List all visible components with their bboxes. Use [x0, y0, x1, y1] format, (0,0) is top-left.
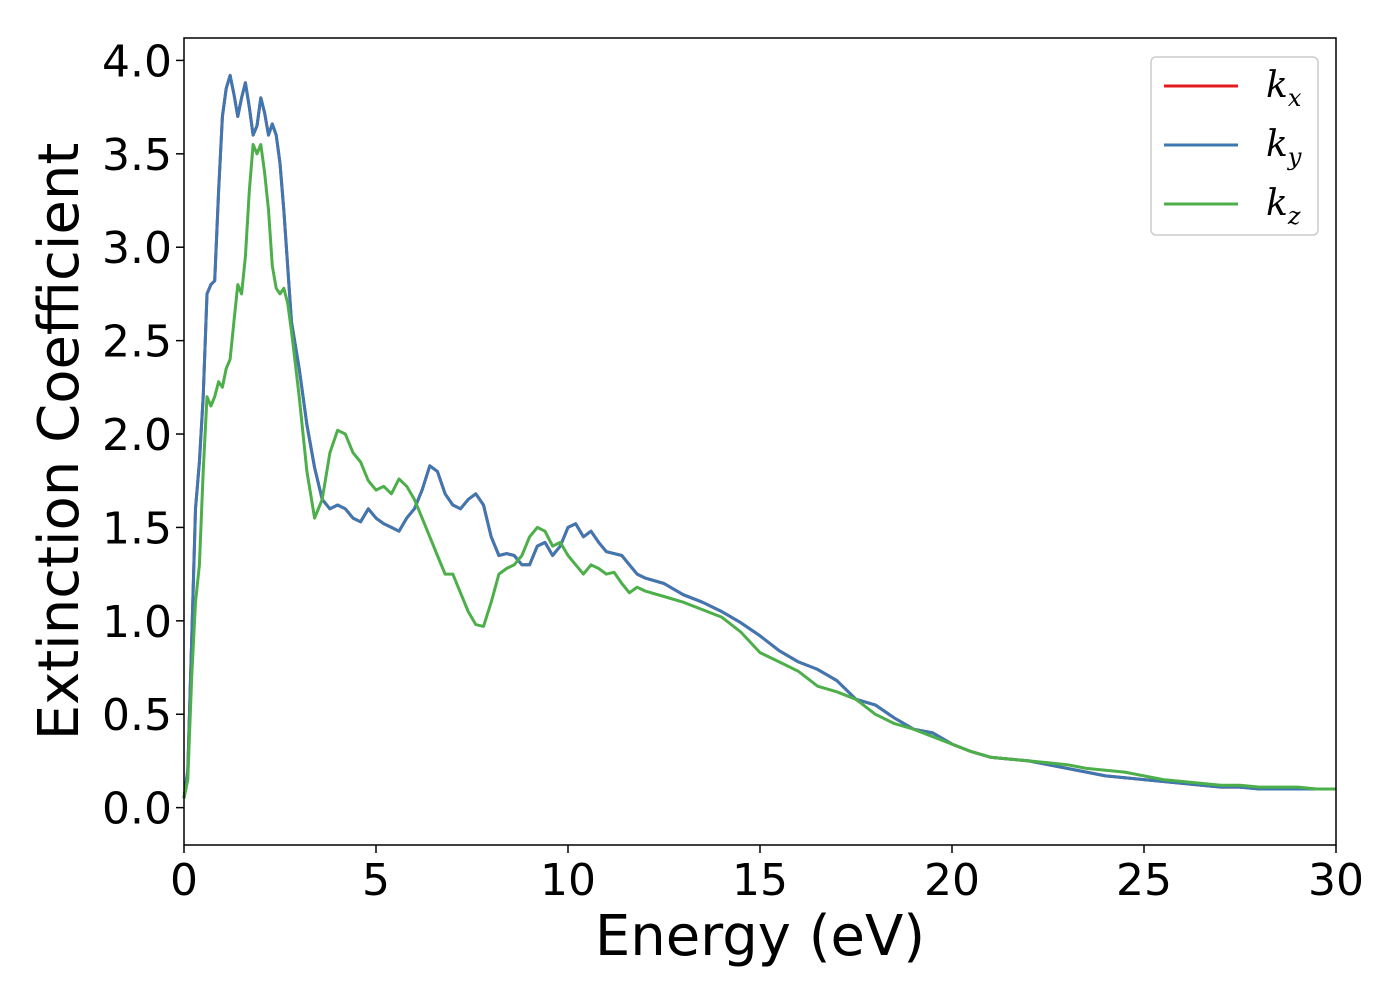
x-tick-label: 30: [1308, 855, 1364, 906]
legend-label: ky: [1266, 124, 1302, 171]
x-axis-title: Energy (eV): [595, 904, 925, 969]
y-tick-label: 2.0: [102, 410, 172, 461]
series-lines: [182, 73, 1336, 799]
x-tick-label: 25: [1116, 855, 1172, 906]
legend-label-main: k: [1266, 183, 1288, 224]
x-tick-label: 10: [540, 855, 596, 906]
y-tick-label: 0.5: [102, 690, 172, 741]
legend-item-kz: kz: [1164, 183, 1301, 230]
legend-label-subscript: z: [1287, 202, 1301, 230]
legend-label-main: k: [1266, 124, 1288, 165]
y-tick-label: 4.0: [102, 36, 172, 87]
legend-item-ky: ky: [1164, 124, 1302, 171]
x-tick-label: 5: [362, 855, 390, 906]
y-tick-label: 3.5: [102, 130, 172, 181]
y-tick-label: 2.5: [102, 317, 172, 368]
y-tick-label: 1.5: [102, 503, 172, 554]
x-tick-label: 15: [732, 855, 788, 906]
y-tick-label: 0.0: [102, 784, 172, 835]
legend-label: kz: [1266, 183, 1301, 230]
y-axis-title: Extinction Coefficient: [27, 143, 92, 741]
y-tick-label: 3.0: [102, 223, 172, 274]
series-line-kz: [182, 143, 1336, 799]
axis-ticks: 0 5 10 15 20 25 30 0.0 0.5 1.0 1.5 2.0 2.5 3.0 3.5 4.0: [102, 36, 1364, 906]
legend-item-kx: kx: [1164, 65, 1302, 112]
x-tick-label: 20: [924, 855, 980, 906]
legend-label-main: k: [1266, 65, 1288, 106]
legend-label-subscript: x: [1288, 84, 1302, 112]
legend-label-subscript: y: [1287, 143, 1302, 171]
x-tick-label: 0: [170, 855, 198, 906]
legend-label: kx: [1266, 65, 1302, 112]
y-tick-label: 1.0: [102, 597, 172, 648]
